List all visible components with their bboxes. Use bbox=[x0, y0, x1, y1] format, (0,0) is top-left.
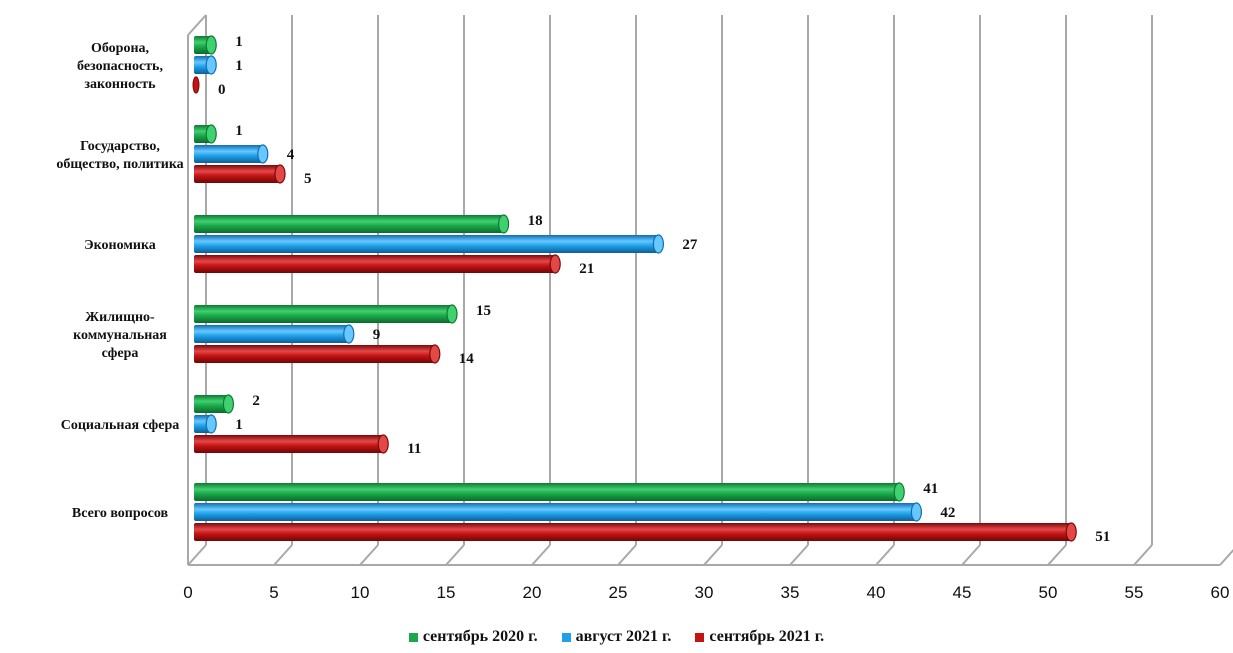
value-label-cat-4-s2: 11 bbox=[407, 441, 421, 457]
legend-swatch-sep-2020 bbox=[408, 632, 418, 642]
value-label-cat-4-s1: 1 bbox=[235, 417, 243, 433]
bar-cat-5-s0 bbox=[194, 483, 900, 501]
value-label-cat-3-s0: 15 bbox=[476, 303, 491, 319]
bar-cap-cat-2-s0 bbox=[498, 214, 510, 234]
bar-cap-cat-4-s2 bbox=[377, 434, 389, 454]
bar-cap-cat-3-s2 bbox=[429, 344, 441, 364]
gridline-foot-50 bbox=[1047, 544, 1067, 566]
category-label-0-1: безопасность, bbox=[77, 59, 163, 74]
category-label-3-0: Жилищно- bbox=[85, 310, 155, 325]
bar-cat-1-s2 bbox=[194, 165, 280, 183]
x-tick-label-40: 40 bbox=[867, 583, 886, 602]
bar-cap-cat-2-s1 bbox=[652, 234, 665, 254]
gridline-foot-40 bbox=[875, 544, 895, 566]
value-label-cat-0-s2: 0 bbox=[218, 82, 226, 98]
legend-swatch-aug-2021 bbox=[561, 632, 571, 642]
bar-cap-cat-1-s1 bbox=[257, 144, 269, 164]
x-tick-label-20: 20 bbox=[523, 583, 542, 602]
x-tick-label-5: 5 bbox=[269, 583, 278, 602]
category-label-3-2: сфера bbox=[102, 346, 139, 361]
gridline-foot-25 bbox=[617, 544, 637, 566]
bar-cap-cat-5-s1 bbox=[910, 502, 923, 522]
bar-cat-4-s0 bbox=[194, 395, 229, 413]
category-label-0-0: Оборона, bbox=[91, 41, 149, 56]
bar-chart: 0 5 10 15 20 25 30 35 40 45 50 55 60Оборона,безопасн… bbox=[56, 14, 1233, 602]
gridline-foot-10 bbox=[359, 544, 379, 566]
value-label-cat-2-s0: 18 bbox=[528, 213, 543, 229]
bar-cat-3-s0 bbox=[194, 305, 452, 323]
x-tick-label-35: 35 bbox=[781, 583, 800, 602]
category-label-5-0: Всего вопросов bbox=[72, 506, 169, 521]
value-label-cat-1-s0: 1 bbox=[235, 123, 243, 139]
legend-item-sep-2020: сентябрь 2020 г. bbox=[408, 628, 538, 646]
legend-swatch-sep-2021 bbox=[695, 632, 705, 642]
value-label-cat-0-s1: 1 bbox=[235, 58, 243, 74]
value-label-cat-5-s0: 41 bbox=[923, 481, 938, 497]
value-label-cat-0-s0: 1 bbox=[235, 34, 243, 50]
value-label-cat-4-s0: 2 bbox=[252, 393, 260, 409]
gridline-foot-0 bbox=[187, 544, 207, 566]
bar-cap-cat-5-s2 bbox=[1065, 522, 1077, 542]
category-label-2-0: Экономика bbox=[84, 238, 156, 253]
x-tick-label-30: 30 bbox=[695, 583, 714, 602]
legend: сентябрь 2020 г. август 2021 г. сентябрь… bbox=[0, 628, 1233, 646]
bar-cat-2-s2 bbox=[194, 255, 556, 273]
bar-cat-1-s1 bbox=[194, 145, 263, 163]
x-tick-label-25: 25 bbox=[609, 583, 628, 602]
gridline-foot-30 bbox=[703, 544, 723, 566]
x-tick-label-45: 45 bbox=[953, 583, 972, 602]
bar-cat-3-s2 bbox=[194, 345, 435, 363]
legend-item-sep-2021: сентябрь 2021 г. bbox=[695, 628, 824, 646]
bar-cat-2-s0 bbox=[194, 215, 504, 233]
bar-cap-cat-1-s2 bbox=[274, 164, 286, 184]
gridline-foot-15 bbox=[445, 544, 465, 566]
x-tick-label-55: 55 bbox=[1125, 583, 1144, 602]
x-tick-label-15: 15 bbox=[437, 583, 456, 602]
value-label-cat-3-s1: 9 bbox=[373, 327, 381, 343]
bar-cat-5-s1 bbox=[194, 503, 917, 521]
bar-cat-4-s2 bbox=[194, 435, 384, 453]
bar-cap-cat-3-s1 bbox=[343, 324, 355, 344]
x-tick-label-10: 10 bbox=[351, 583, 370, 602]
value-label-cat-1-s2: 5 bbox=[304, 171, 312, 187]
bar-cat-3-s1 bbox=[194, 325, 349, 343]
bar-cap-cat-1-s0 bbox=[205, 124, 217, 144]
category-label-1-0: Государство, bbox=[80, 139, 160, 154]
legend-label-sep-2020: сентябрь 2020 г. bbox=[422, 628, 538, 645]
value-label-cat-5-s2: 51 bbox=[1095, 529, 1110, 545]
bar-cap-cat-2-s2 bbox=[549, 254, 561, 274]
value-label-cat-5-s1: 42 bbox=[940, 505, 955, 521]
gridline-foot-35 bbox=[789, 544, 809, 566]
value-label-cat-2-s2: 21 bbox=[579, 261, 594, 277]
bar-cap-cat-0-s1 bbox=[205, 55, 217, 75]
gridline-foot-55 bbox=[1133, 544, 1153, 566]
x-tick-label-0: 0 bbox=[183, 583, 192, 602]
category-label-4-0: Социальная сфера bbox=[61, 418, 179, 433]
category-label-0-2: законность bbox=[84, 77, 156, 92]
gridline-foot-60 bbox=[1219, 549, 1233, 566]
category-label-3-1: коммунальная bbox=[73, 328, 167, 343]
legend-label-aug-2021: август 2021 г. bbox=[575, 628, 672, 645]
bar-cap-cat-0-s0 bbox=[205, 35, 217, 55]
y-axis-top bbox=[187, 14, 207, 36]
value-label-cat-1-s1: 4 bbox=[287, 147, 295, 163]
bar-cat-2-s1 bbox=[194, 235, 659, 253]
x-tick-label-50: 50 bbox=[1039, 583, 1058, 602]
gridline-foot-5 bbox=[273, 544, 293, 566]
bar-cat-5-s2 bbox=[194, 523, 1072, 541]
bar-cap-cat-3-s0 bbox=[446, 304, 458, 324]
gridline-foot-45 bbox=[961, 544, 981, 566]
bar-cap-cat-4-s0 bbox=[222, 394, 234, 414]
gridline-foot-20 bbox=[531, 544, 551, 566]
bar-cap-cat-5-s0 bbox=[893, 482, 905, 502]
legend-label-sep-2021: сентябрь 2021 г. bbox=[709, 628, 825, 645]
value-label-cat-2-s1: 27 bbox=[682, 237, 698, 253]
legend-item-aug-2021: август 2021 г. bbox=[561, 628, 672, 646]
bar-cap-cat-0-s2 bbox=[192, 76, 200, 94]
bar-cap-cat-4-s1 bbox=[205, 414, 217, 434]
category-label-1-1: общество, политика bbox=[56, 157, 183, 172]
x-tick-label-60: 60 bbox=[1211, 583, 1230, 602]
value-label-cat-3-s2: 14 bbox=[459, 351, 475, 367]
